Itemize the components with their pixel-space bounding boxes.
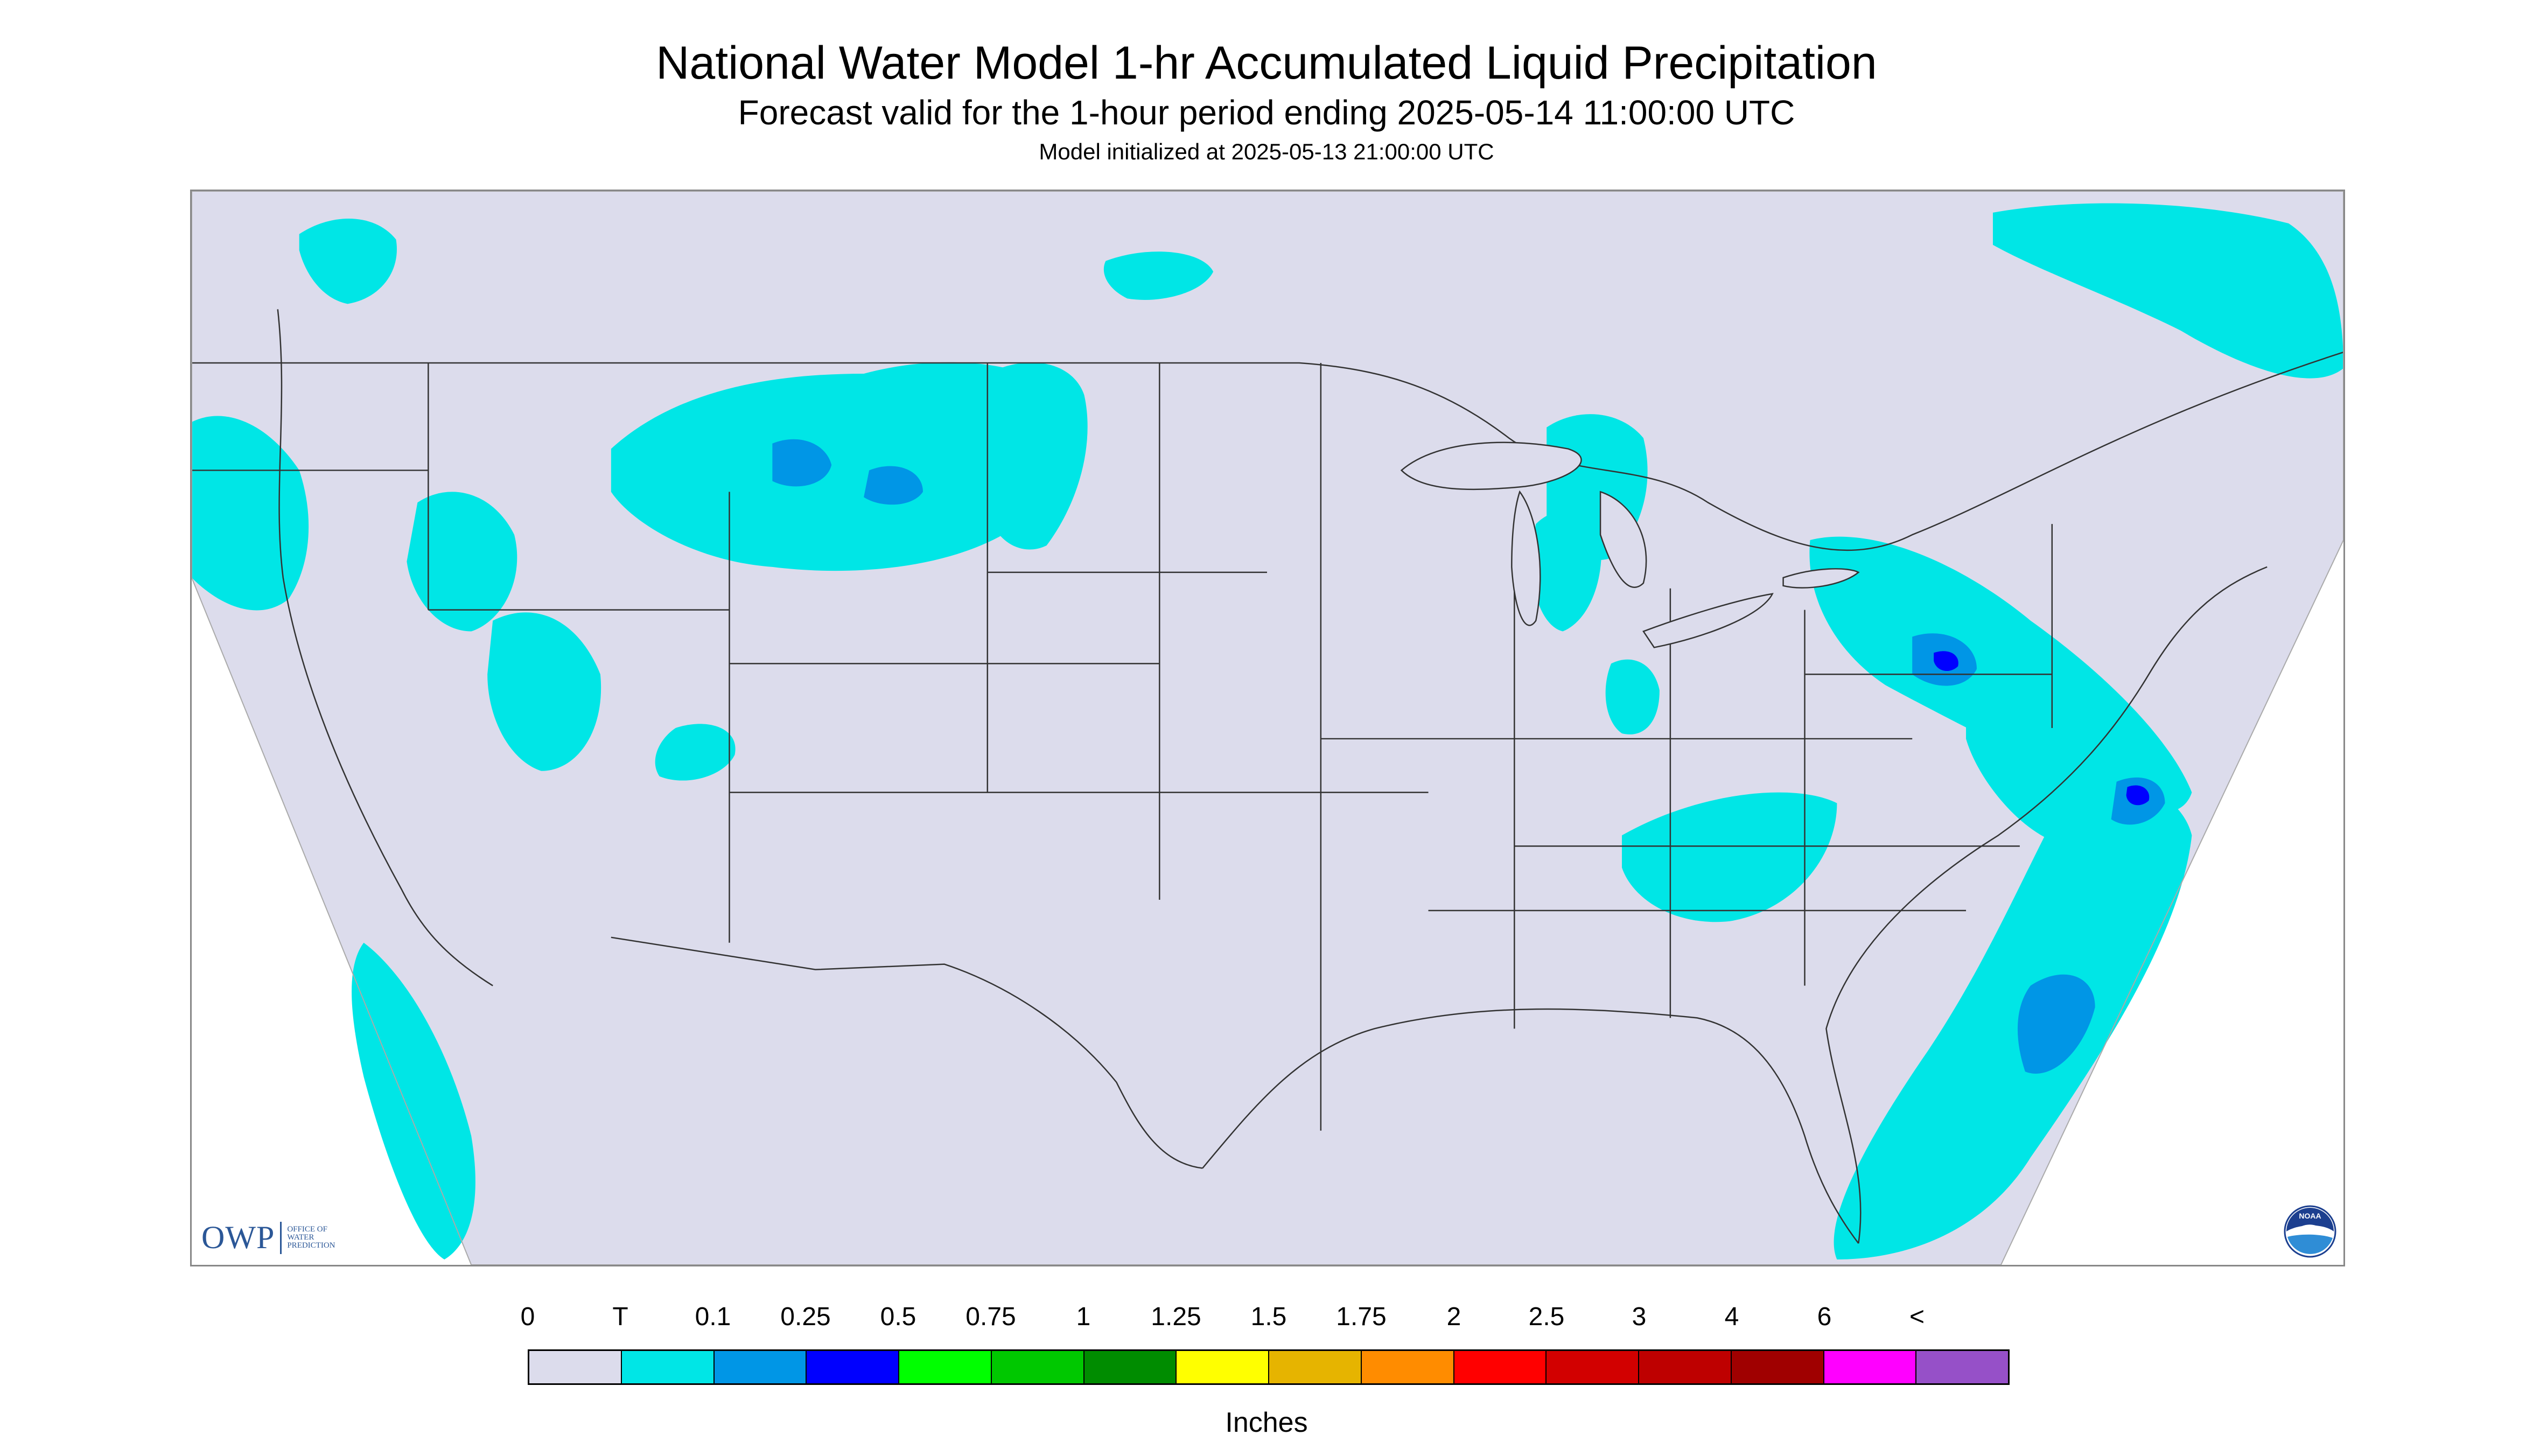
legend-swatch — [1916, 1351, 2008, 1383]
legend-swatch — [899, 1351, 992, 1383]
precip-area-northern-rockies — [611, 362, 1069, 571]
legend-label: 2.5 — [1528, 1303, 1565, 1331]
legend-swatch — [1084, 1351, 1177, 1383]
precip-heavy-areas — [1934, 651, 2150, 806]
noaa-logo-text: NOAA — [2299, 1212, 2321, 1220]
legend-swatch — [807, 1351, 899, 1383]
precip-area-indiana — [1605, 659, 1660, 734]
legend-label: 2 — [1446, 1303, 1461, 1331]
precip-area-michigan — [1530, 510, 1601, 632]
precip-heavy-mid-atlantic — [1934, 651, 1958, 671]
noaa-logo: NOAA — [2284, 1205, 2336, 1258]
legend-swatch — [1639, 1351, 1732, 1383]
legend-label: 1.75 — [1336, 1303, 1387, 1331]
precip-area-tennessee — [1622, 792, 1837, 922]
legend-swatch — [714, 1351, 807, 1383]
legend-color-bar — [528, 1349, 2010, 1385]
legend-label: 0.75 — [965, 1303, 1016, 1331]
gulf-coastline — [1202, 1008, 1859, 1244]
legend-swatch — [1547, 1351, 1639, 1383]
precip-heavy-atlantic — [2126, 785, 2150, 806]
lake-erie — [1642, 593, 1774, 648]
legend-swatch — [621, 1351, 715, 1383]
legend-swatch — [991, 1351, 1084, 1383]
precipitation-map: OWP OFFICE OF WATER PREDICTION NOAA — [190, 190, 2345, 1266]
legend-label: 3 — [1632, 1303, 1647, 1331]
legend-swatch — [1454, 1351, 1547, 1383]
owp-logo-mark: OWP — [201, 1220, 275, 1255]
precip-light-areas — [192, 203, 2343, 1260]
precip-area-atlantic — [1834, 779, 2192, 1260]
legend-swatch — [1824, 1351, 1917, 1383]
political-boundaries — [192, 309, 2343, 1244]
precip-area-minnesota — [1103, 251, 1214, 300]
precip-area-idaho — [487, 612, 601, 771]
lake-ontario — [1782, 568, 1860, 589]
map-canvas — [192, 191, 2343, 1265]
great-lakes — [1400, 442, 1860, 648]
legend-label: 1.25 — [1151, 1303, 1201, 1331]
legend-label: 4 — [1724, 1303, 1739, 1331]
precip-moderate-montana — [772, 439, 832, 487]
legend-label: 0.25 — [780, 1303, 831, 1331]
precip-area-canada-east — [1992, 203, 2343, 379]
noaa-logo-bird — [2294, 1224, 2328, 1236]
precip-area-pacific-southwest — [352, 942, 475, 1260]
legend-swatch — [1361, 1351, 1454, 1383]
legend-label: 0.5 — [880, 1303, 916, 1331]
precip-area-great-basin — [655, 724, 736, 781]
legend-label: 1 — [1076, 1303, 1091, 1331]
legend-label: 0 — [520, 1303, 535, 1331]
legend-label: T — [612, 1303, 628, 1331]
map-title: National Water Model 1-hr Accumulated Li… — [656, 37, 1877, 89]
legend-labels: 0 T 0.1 0.25 0.5 0.75 1 1.25 1.5 1.75 2 2.5 3 4 6 < — [0, 1302, 2533, 1334]
owp-logo-text: OFFICE OF WATER PREDICTION — [287, 1225, 335, 1250]
legend-label: < — [1909, 1303, 1925, 1331]
precip-area-bc-coast — [299, 218, 397, 304]
lake-superior — [1400, 442, 1582, 491]
noaa-logo-sky — [2286, 1208, 2334, 1231]
owp-logo: OWP OFFICE OF WATER PREDICTION — [201, 1219, 352, 1256]
legend-units: Inches — [1225, 1407, 1308, 1438]
map-subtitle: Forecast valid for the 1-hour period end… — [738, 93, 1795, 132]
legend-swatch — [529, 1351, 622, 1383]
canada-us-border — [192, 351, 2343, 551]
precip-moderate-areas — [772, 439, 2165, 1074]
legend-swatch — [1731, 1351, 1824, 1383]
lake-huron — [1599, 491, 1647, 588]
legend-label: 6 — [1817, 1303, 1832, 1331]
model-init-line: Model initialized at 2025-05-13 21:00:00… — [1039, 139, 1494, 164]
owp-logo-divider — [280, 1221, 282, 1254]
legend-swatch — [1269, 1351, 1362, 1383]
legend-label: 1.5 — [1250, 1303, 1287, 1331]
precip-moderate-atlantic — [2017, 974, 2095, 1074]
precip-moderate-wyoming — [864, 466, 923, 505]
precip-area-oregon — [407, 492, 517, 632]
legend-label: 0.1 — [695, 1303, 731, 1331]
lake-michigan — [1511, 490, 1541, 626]
mexico-us-border — [611, 936, 1203, 1169]
noaa-logo-sea — [2287, 1234, 2333, 1254]
legend-swatch — [1177, 1351, 1269, 1383]
pacific-coastline — [277, 309, 493, 986]
precip-area-mid-atlantic — [1966, 697, 2088, 842]
precip-area-dakotas — [987, 362, 1088, 550]
